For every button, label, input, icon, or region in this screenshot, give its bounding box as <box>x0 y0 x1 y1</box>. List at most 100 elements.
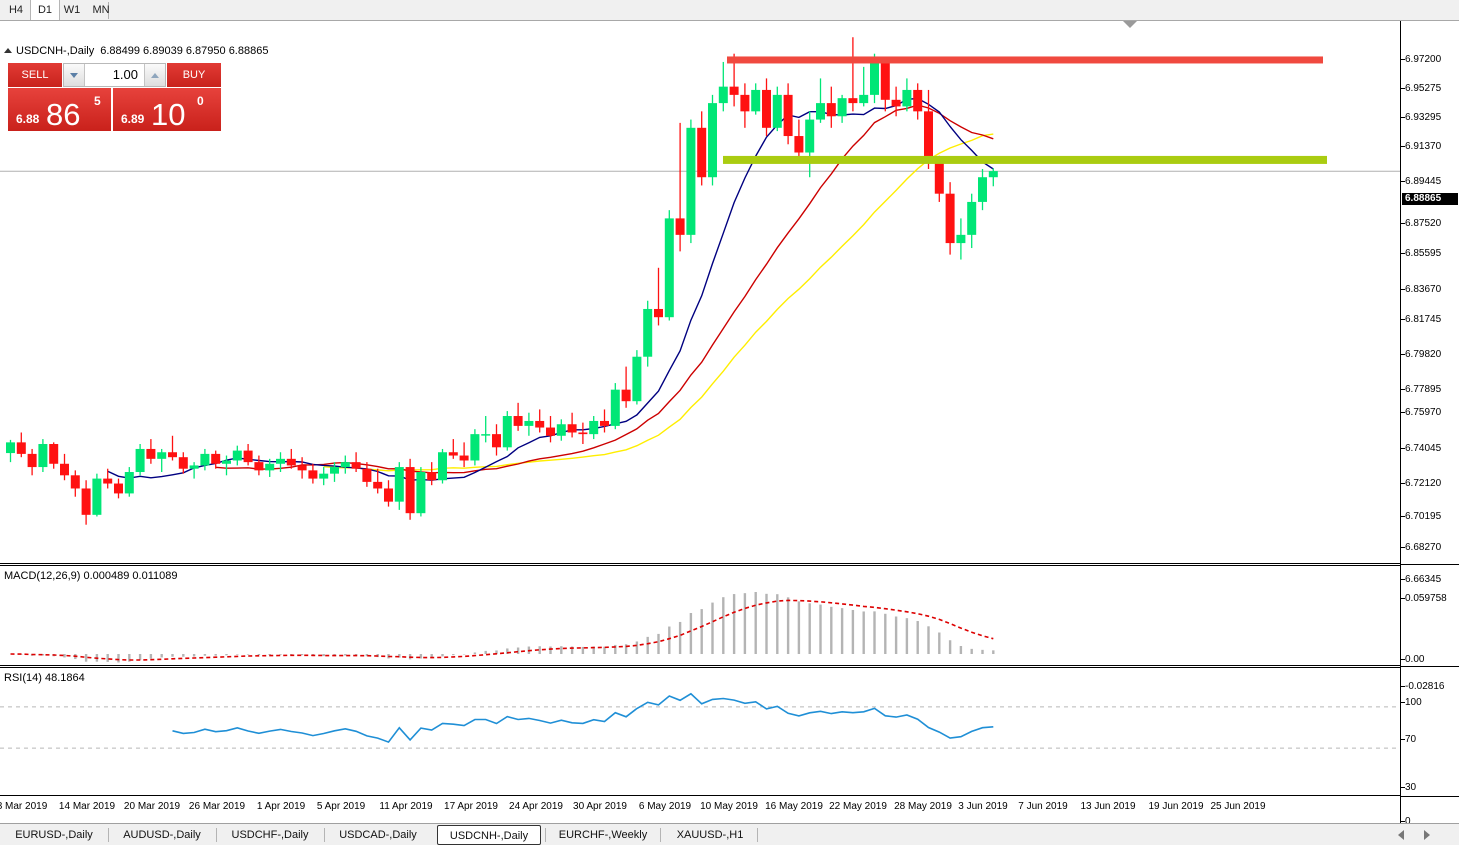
candle <box>600 409 609 433</box>
ask-price-tile[interactable]: 6.89 10 0 <box>113 88 221 131</box>
candle <box>92 473 102 517</box>
volume-input[interactable]: 1.00 <box>85 64 144 86</box>
candle-body <box>243 450 253 463</box>
date-axis[interactable]: 8 Mar 2019 14 Mar 2019 20 Mar 2019 26 Mar 2… <box>0 797 1400 823</box>
candle <box>535 409 545 433</box>
timeframe-button-h4[interactable]: H4 <box>8 4 24 16</box>
candle-body <box>621 389 631 402</box>
candle <box>438 448 447 484</box>
chart-area[interactable]: 8 Mar 2019 14 Mar 2019 20 Mar 2019 26 Mar 2… <box>0 21 1459 827</box>
scale-tick-label: 100 <box>1405 697 1422 708</box>
scale-tick-mark <box>1401 483 1405 484</box>
volume-increase-button[interactable] <box>144 64 165 86</box>
sell-button[interactable]: SELL <box>8 63 62 87</box>
buy-button[interactable]: BUY <box>167 63 221 87</box>
candle <box>762 78 771 137</box>
candle-body <box>902 89 912 107</box>
date-tick: 26 Mar 2019 <box>188 801 246 812</box>
timeframe-button-d1[interactable]: D1 <box>30 0 60 20</box>
candle <box>254 455 264 476</box>
price-pane[interactable] <box>0 21 1400 564</box>
candle-body <box>103 478 113 484</box>
candle-body <box>589 420 599 435</box>
candle-body <box>470 434 480 461</box>
scale-tick-label: 6.79820 <box>1405 349 1442 360</box>
scroll-right-icon[interactable] <box>1424 830 1430 840</box>
date-tick: 30 Apr 2019 <box>573 801 627 812</box>
candle-body <box>16 442 26 454</box>
candle <box>189 462 199 479</box>
macd-pane[interactable] <box>0 565 1400 666</box>
scale-tick-label: 0.00 <box>1405 654 1425 665</box>
symbol-tab-audusd[interactable]: AUDUSD-,Daily <box>123 829 201 841</box>
candle-body <box>956 234 966 244</box>
oct-prices-row: 6.88 86 5 6.89 10 0 <box>8 88 221 131</box>
candle <box>783 83 793 145</box>
volume-decrease-button[interactable] <box>64 64 85 86</box>
one-click-trading-panel[interactable]: SELL 1.00 BUY 6.88 86 5 6.89 10 0 <box>8 63 221 131</box>
scale-tick-mark <box>1401 289 1405 290</box>
candle-body <box>524 420 534 426</box>
candle-body <box>351 462 361 469</box>
volume-stepper[interactable]: 1.00 <box>63 63 166 87</box>
scale-tick-label: 6.74045 <box>1405 443 1442 454</box>
candle <box>448 439 458 459</box>
candle-body <box>546 427 555 436</box>
candle-body <box>481 434 491 436</box>
symbol-tab-usdcnh[interactable]: USDCNH-,Daily <box>437 825 541 845</box>
date-tick: 3 Jun 2019 <box>958 801 1008 812</box>
candle <box>362 462 372 487</box>
symbol-tab-usdcad[interactable]: USDCAD-,Daily <box>339 829 417 841</box>
scale-tick-mark <box>1401 412 1405 413</box>
candle-body <box>265 463 275 471</box>
scale-tick-mark <box>1401 702 1405 703</box>
candle-body <box>362 468 372 482</box>
scale-tick-label: 6.70195 <box>1405 511 1442 522</box>
scale-tick-mark <box>1401 579 1405 580</box>
rsi-pane[interactable] <box>0 667 1400 796</box>
symbol-tab-eurusd[interactable]: EURUSD-,Daily <box>15 829 93 841</box>
price-scale[interactable]: 6.88865 6.97200 6.95275 6.93295 6.91370 6.89… <box>1400 21 1459 827</box>
ask-price-main: 10 <box>151 97 186 131</box>
candle-body <box>686 127 696 235</box>
candle <box>686 119 696 244</box>
support-line[interactable] <box>723 155 1327 164</box>
tab-separator <box>660 828 661 842</box>
tab-separator <box>757 828 758 842</box>
timeframe-button-w1[interactable]: W1 <box>63 4 81 16</box>
symbol-tab-xauusd[interactable]: XAUUSD-,H1 <box>676 829 744 841</box>
date-tick: 20 Mar 2019 <box>123 801 181 812</box>
date-tick: 14 Mar 2019 <box>58 801 116 812</box>
candle-body <box>448 452 458 456</box>
candle <box>27 448 37 476</box>
scale-tick-label: 0.059758 <box>1405 593 1447 604</box>
candle <box>470 429 480 466</box>
candle <box>330 462 339 482</box>
candle-body <box>319 473 329 479</box>
candle <box>200 448 210 471</box>
candle-body <box>178 457 188 469</box>
symbol-tab-eurchf[interactable]: EURCHF-,Weekly <box>558 829 648 841</box>
bid-price-tile[interactable]: 6.88 86 5 <box>8 88 111 131</box>
candle <box>340 455 350 474</box>
candle <box>211 450 221 469</box>
symbol-tab-bar[interactable]: EURUSD-,Daily AUDUSD-,Daily USDCHF-,Daily U… <box>0 823 1459 845</box>
candle <box>708 94 717 186</box>
candle-body <box>308 470 318 479</box>
candle <box>697 111 707 186</box>
date-tick: 7 Jun 2019 <box>1018 801 1068 812</box>
scroll-left-icon[interactable] <box>1398 830 1404 840</box>
candle-body <box>157 452 167 459</box>
candle <box>49 442 59 469</box>
date-tick: 11 Apr 2019 <box>379 801 433 812</box>
resistance-line[interactable] <box>727 56 1323 64</box>
pane-divider <box>1401 796 1459 797</box>
symbol-tab-usdchf[interactable]: USDCHF-,Daily <box>231 829 309 841</box>
timeframe-button-mn[interactable]: MN <box>92 4 110 16</box>
candle <box>621 366 631 408</box>
candle-body <box>556 424 566 436</box>
candle <box>502 411 512 451</box>
candle-body <box>772 94 782 128</box>
scale-tick-label: 6.95275 <box>1405 83 1442 94</box>
candle-body <box>816 103 825 120</box>
